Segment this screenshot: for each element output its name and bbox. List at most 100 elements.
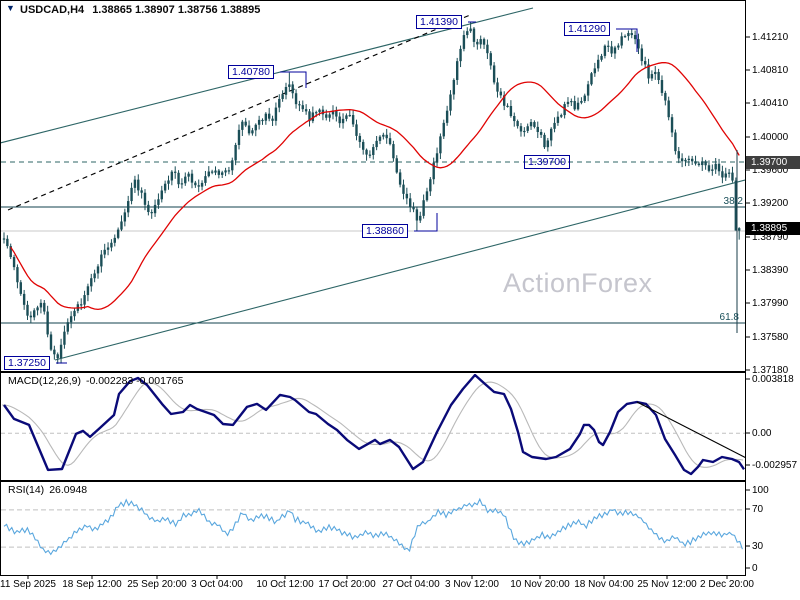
candle-body <box>680 158 684 162</box>
candle-body <box>432 162 435 180</box>
candle-body <box>308 111 311 122</box>
time-axis-label: 2 Dec 20:00 <box>700 579 754 590</box>
candle-body <box>227 170 231 172</box>
candle-body <box>734 180 738 231</box>
candle-body <box>643 61 647 65</box>
candle-body <box>221 172 224 175</box>
candle-body <box>22 293 26 305</box>
candle-body <box>378 136 382 141</box>
candle-body <box>197 185 200 187</box>
rsi-panel[interactable] <box>1 497 745 556</box>
candle-body <box>654 71 657 75</box>
candle-body <box>113 237 116 243</box>
candle-body <box>674 132 677 152</box>
candle-body <box>241 121 244 130</box>
candle-body <box>466 31 469 36</box>
candle-body <box>12 257 16 268</box>
candle-body <box>257 119 261 125</box>
rsi-value: 26.0948 <box>49 484 88 496</box>
candle-body <box>707 165 711 171</box>
candle-body <box>459 48 462 62</box>
candle-body <box>80 304 83 306</box>
macd-signal-line <box>1 381 744 468</box>
candle-body <box>727 172 731 174</box>
candle-body <box>254 124 257 131</box>
candle-body <box>570 101 573 103</box>
macd-trendline[interactable] <box>636 401 746 459</box>
candle-body <box>657 71 660 81</box>
moving-average-line[interactable] <box>10 61 740 311</box>
candle-body <box>482 39 486 45</box>
annotation-connector <box>414 213 438 232</box>
candle-body <box>526 126 529 131</box>
price-annotation-1.38860[interactable]: 1.38860 <box>362 224 408 238</box>
candle-body <box>731 172 734 181</box>
candle-body <box>617 45 620 48</box>
candle-body <box>26 304 29 316</box>
price-tag-1.38895: 1.38895 <box>746 221 800 235</box>
rsi-axis-label: 100 <box>752 484 769 496</box>
price-axis-label: 1.38790 <box>752 231 789 243</box>
candle-body <box>586 84 590 96</box>
candle-body <box>355 124 358 136</box>
macd-indicator-label: MACD(12,26,9) -0.002283 -0.001765 <box>8 375 184 387</box>
candle-body <box>147 204 150 213</box>
price-annotation-1.41390[interactable]: 1.41390 <box>416 15 462 29</box>
candle-body <box>180 183 184 185</box>
candle-body <box>237 129 241 145</box>
candle-body <box>489 53 492 66</box>
dashed-trendline[interactable] <box>7 14 471 211</box>
candle-body <box>630 33 633 36</box>
candle-body <box>231 160 234 171</box>
time-axis-label: 3 Oct 04:00 <box>191 579 243 590</box>
candle-body <box>576 102 580 110</box>
candle-body <box>294 93 298 105</box>
candle-body <box>445 110 449 123</box>
ohlc-readout: 1.38865 1.38907 1.38756 1.38895 <box>92 4 261 16</box>
price-annotation-1.37250[interactable]: 1.37250 <box>4 356 50 370</box>
candle-body <box>388 138 392 145</box>
candle-body <box>281 94 284 99</box>
candle-body <box>335 110 338 117</box>
lower-channel-line[interactable] <box>54 179 745 361</box>
main-chart-panel[interactable]: 38.2 61.8 <box>0 7 745 364</box>
candle-body <box>73 310 76 317</box>
candle-body <box>560 115 563 117</box>
candle-body <box>408 198 412 208</box>
candle-body <box>116 229 120 238</box>
price-annotation-1.41290[interactable]: 1.41290 <box>564 22 610 36</box>
candle-body <box>563 104 566 116</box>
candle-body <box>429 179 432 192</box>
candle-body <box>214 170 217 173</box>
candle-body <box>217 170 221 175</box>
price-axis-label: 1.40410 <box>752 97 789 109</box>
time-axis-label: 25 Nov 12:00 <box>637 579 697 590</box>
candle-body <box>251 130 254 134</box>
candle-body <box>425 191 429 201</box>
candle-body <box>442 122 445 137</box>
candle-body <box>519 126 523 132</box>
candle-body <box>106 247 110 250</box>
candle-body <box>486 44 489 54</box>
candle-body <box>49 334 53 350</box>
rsi-panel-border <box>0 481 746 576</box>
price-annotation-1.39700[interactable]: 1.39700 <box>524 155 570 169</box>
rsi-axis-label: 30 <box>752 540 764 552</box>
candle-body <box>66 322 69 332</box>
price-axis-label: 1.37180 <box>752 364 789 376</box>
candle-body <box>640 48 644 62</box>
candle-body <box>737 228 741 231</box>
candle-body <box>449 94 452 111</box>
price-annotation-1.40780[interactable]: 1.40780 <box>228 65 274 79</box>
symbol-dropdown-icon[interactable]: ▼ <box>6 3 15 13</box>
candle-body <box>687 158 691 160</box>
symbol-label: USDCAD,H4 <box>20 4 85 16</box>
candle-body <box>543 134 546 148</box>
candle-body <box>288 84 291 87</box>
annotation-connector <box>280 71 307 88</box>
macd-panel[interactable] <box>1 374 746 476</box>
candle-body <box>573 101 576 110</box>
candle-body <box>469 28 472 32</box>
candle-body <box>476 41 479 45</box>
